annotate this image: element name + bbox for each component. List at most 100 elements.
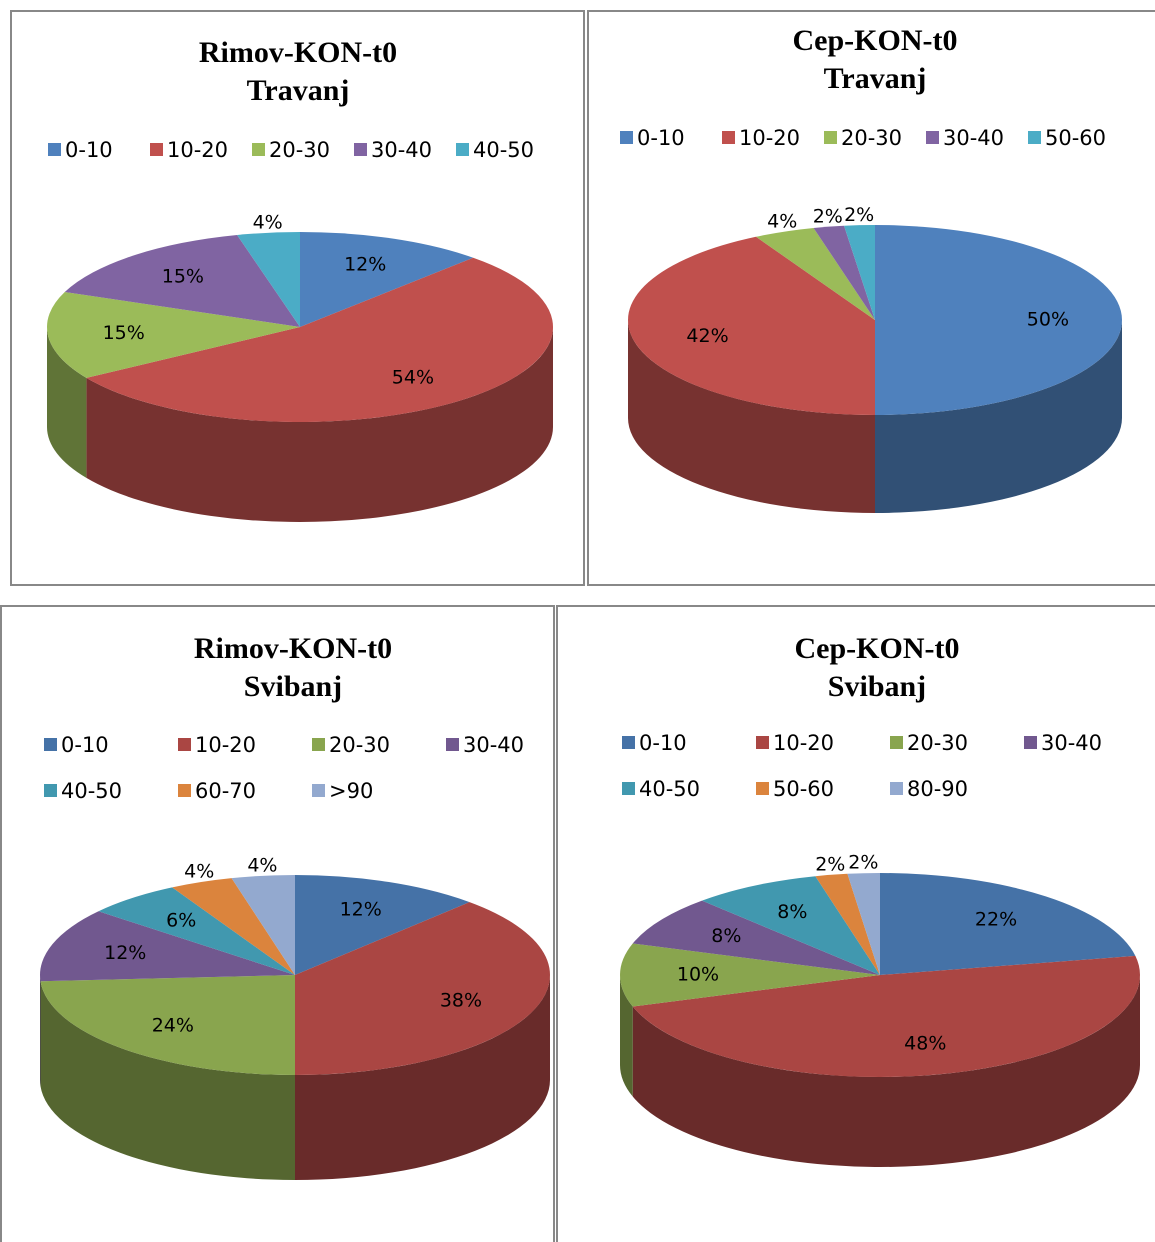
panel-border xyxy=(10,10,585,586)
legend-label: 40-50 xyxy=(61,779,122,803)
legend-swatch xyxy=(756,782,769,795)
legend-swatch xyxy=(1024,736,1037,749)
value-label: 12% xyxy=(104,942,146,964)
legend-label: 10-20 xyxy=(167,138,228,162)
slice-side xyxy=(632,975,1140,1168)
slice-side xyxy=(620,975,633,1097)
value-label: 4% xyxy=(253,211,283,233)
value-label: 2% xyxy=(813,205,843,227)
value-label: 24% xyxy=(152,1015,194,1037)
legend-swatch xyxy=(312,784,325,797)
legend-label: 20-30 xyxy=(907,731,968,755)
slice-side xyxy=(40,981,295,1180)
value-label: 2% xyxy=(848,852,878,874)
legend-swatch xyxy=(926,131,939,144)
value-label: 15% xyxy=(103,322,145,344)
legend-label: 20-30 xyxy=(329,733,390,757)
legend-swatch xyxy=(456,143,469,156)
pie-slice xyxy=(815,873,880,975)
pie-slice xyxy=(295,875,470,975)
pie-slice xyxy=(300,232,474,327)
value-label: 15% xyxy=(162,266,204,288)
legend-swatch xyxy=(756,736,769,749)
legend-swatch xyxy=(48,143,61,156)
chart-title: Rimov-KON-t0 xyxy=(199,36,397,69)
legend-swatch xyxy=(890,736,903,749)
chart-subtitle: Travanj xyxy=(247,74,350,107)
legend-label: 40-50 xyxy=(639,777,700,801)
legend-label: 0-10 xyxy=(637,126,685,150)
value-label: 42% xyxy=(686,325,728,347)
chart-title: Cep-KON-t0 xyxy=(795,632,960,665)
pie-slice xyxy=(756,227,875,320)
legend-label: 60-70 xyxy=(195,779,256,803)
legend-swatch xyxy=(622,736,635,749)
value-label: 50% xyxy=(1027,309,1069,331)
legend-label: 0-10 xyxy=(65,138,113,162)
pie-slice xyxy=(844,225,875,320)
legend-label: 30-40 xyxy=(943,126,1004,150)
value-label: 2% xyxy=(815,853,845,875)
value-label: 8% xyxy=(777,901,807,923)
value-label: 38% xyxy=(440,989,482,1011)
legend-swatch xyxy=(354,143,367,156)
pie-slice xyxy=(64,234,301,327)
value-label: 4% xyxy=(247,854,277,876)
panel-border xyxy=(556,605,1155,1242)
slice-side xyxy=(47,327,87,478)
value-label: 12% xyxy=(340,898,382,920)
legend-label: 30-40 xyxy=(371,138,432,162)
pie-slice xyxy=(875,225,1122,415)
slice-side xyxy=(875,320,1122,513)
value-label: 12% xyxy=(344,254,386,276)
legend-label: 0-10 xyxy=(61,733,109,757)
legend-swatch xyxy=(44,738,57,751)
legend-label: 30-40 xyxy=(463,733,524,757)
legend-label: 40-50 xyxy=(473,138,534,162)
legend-label: 30-40 xyxy=(1041,731,1102,755)
legend-swatch xyxy=(446,738,459,751)
pie-slice xyxy=(40,911,295,982)
legend-label: 10-20 xyxy=(773,731,834,755)
slice-side xyxy=(295,975,550,1180)
legend-label: 0-10 xyxy=(639,731,687,755)
legend-swatch xyxy=(722,131,735,144)
chart-subtitle: Svibanj xyxy=(828,670,926,703)
slice-side xyxy=(628,320,875,513)
chart-subtitle: Travanj xyxy=(824,62,927,95)
pie-slice xyxy=(47,292,300,378)
legend-label: 80-90 xyxy=(907,777,968,801)
value-label: 2% xyxy=(844,204,874,226)
legend-label: 10-20 xyxy=(739,126,800,150)
pie-slice xyxy=(880,873,1136,975)
legend-label: 20-30 xyxy=(269,138,330,162)
value-label: 10% xyxy=(677,964,719,986)
pie-slice xyxy=(847,873,880,975)
legend-swatch xyxy=(890,782,903,795)
pie-slice xyxy=(86,257,554,423)
legend-label: 50-60 xyxy=(1045,126,1106,150)
legend-label: 20-30 xyxy=(841,126,902,150)
legend-swatch xyxy=(1028,131,1041,144)
value-label: 54% xyxy=(392,367,434,389)
pie-slice xyxy=(40,975,295,1075)
legend-swatch xyxy=(178,784,191,797)
pie-slice xyxy=(632,900,880,975)
pie-slice xyxy=(813,225,875,320)
pie-slice xyxy=(295,902,550,1075)
legend-swatch xyxy=(178,738,191,751)
value-label: 4% xyxy=(767,210,797,232)
pie-slice xyxy=(702,876,880,975)
value-label: 4% xyxy=(184,861,214,883)
legend-label: 50-60 xyxy=(773,777,834,801)
legend-label: 10-20 xyxy=(195,733,256,757)
chart-title: Cep-KON-t0 xyxy=(793,24,958,57)
chart-title: Rimov-KON-t0 xyxy=(194,632,392,665)
pie-slice xyxy=(98,887,295,975)
value-label: 48% xyxy=(904,1033,946,1055)
legend-swatch xyxy=(252,143,265,156)
panel-border xyxy=(0,605,555,1242)
legend-label: >90 xyxy=(329,779,373,803)
value-label: 8% xyxy=(711,925,741,947)
